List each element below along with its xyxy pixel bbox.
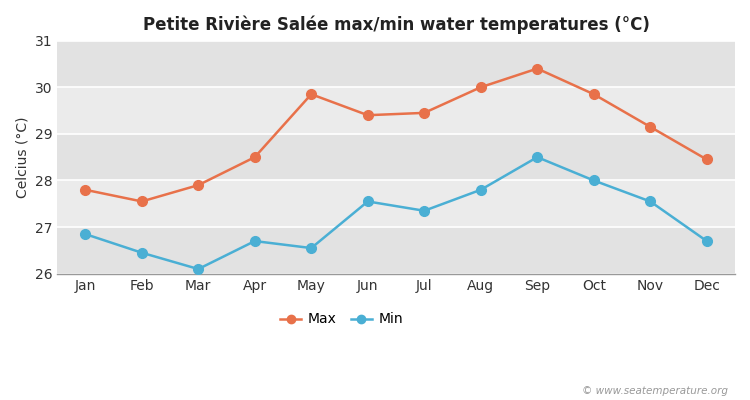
Title: Petite Rivière Salée max/min water temperatures (°C): Petite Rivière Salée max/min water tempe… xyxy=(142,15,650,34)
Y-axis label: Celcius (°C): Celcius (°C) xyxy=(15,116,29,198)
Bar xyxy=(57,41,735,87)
Bar xyxy=(57,87,735,134)
Bar xyxy=(57,227,735,274)
Legend: Max, Min: Max, Min xyxy=(274,307,409,332)
Bar xyxy=(57,134,735,180)
Text: © www.seatemperature.org: © www.seatemperature.org xyxy=(581,386,728,396)
Bar xyxy=(57,180,735,227)
